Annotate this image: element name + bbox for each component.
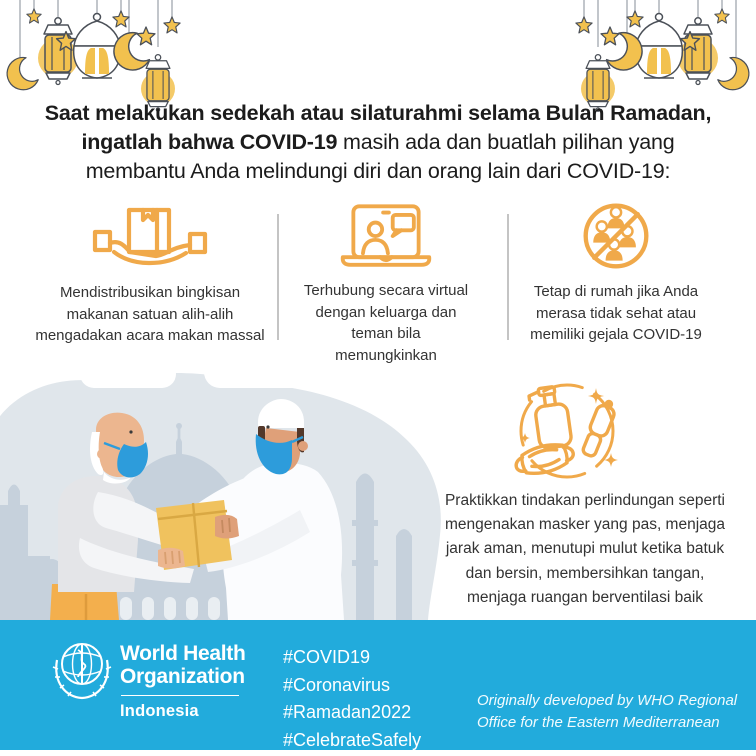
heading: Saat melakukan sedekah atau silaturahmi … (0, 99, 756, 186)
tip-stay-home: Tetap di rumah jika Anda merasa tidak se… (500, 200, 732, 346)
tip2-line2: dengan keluarga dan (315, 303, 457, 321)
mosque-windows (120, 597, 293, 620)
who-org-line2: Organization (120, 664, 245, 688)
tip1-line3: mengadakan acara makan massal (35, 327, 265, 344)
heading-line2-rest: masih ada dan buatlah pilihan yang (337, 130, 675, 154)
credit-line2: Office for the Eastern Mediterranean (477, 714, 720, 731)
tip3-line3: memiliki gejala COVID-19 (530, 326, 702, 343)
who-org-line1: World Health (120, 642, 246, 665)
sparkle-accents (520, 388, 618, 467)
tip4-line3: jarak aman, menutupi mulut ketika batuk (445, 540, 725, 558)
ramadan-lanterns-decoration-right (575, 0, 754, 112)
protection-items-icon (514, 383, 618, 479)
parcel-box (156, 500, 239, 570)
footer-bar: World Health Organization Indonesia #COV… (0, 620, 756, 750)
tip4-line1: Praktikkan tindakan perlindungan seperti (444, 492, 726, 509)
tip-food-parcel-text: Mendistribusikan bingkisan makanan satua… (24, 282, 276, 347)
no-gathering-icon (583, 203, 649, 269)
hashtag-covid19: #COVID19 (283, 647, 371, 667)
hashtag-celebratesafely: #CelebrateSafely (283, 729, 422, 750)
tip-virtual-call: Terhubung secara virtual dengan keluarga… (280, 203, 492, 366)
who-emblem-icon (52, 643, 112, 700)
hashtag-coronavirus: #Coronavirus (283, 674, 391, 695)
column-divider-2 (507, 214, 509, 340)
ramadan-lanterns-decoration-left (2, 0, 181, 112)
column-divider-1 (277, 214, 279, 340)
tip1-line1: Mendistribusikan bingkisan (59, 284, 241, 301)
tip4-line5: menjaga ruangan berventilasi baik (466, 588, 704, 606)
tip-virtual-call-text: Terhubung secara virtual dengan keluarga… (280, 280, 492, 366)
tip2-line3: teman bila (351, 325, 421, 342)
virtual-call-laptop-icon (340, 204, 432, 267)
tip2-line4: memungkinkan (335, 346, 437, 364)
tip2-line1: Terhubung secara virtual (303, 282, 469, 299)
parcel-exchange-illustration (0, 370, 441, 620)
heading-line2-bold: ingatlah bahwa COVID-19 (81, 130, 338, 154)
food-parcel-hands-icon (92, 207, 208, 266)
tip-protection-text: Praktikkan tindakan perlindungan seperti… (413, 489, 756, 610)
heading-line1: Saat melakukan sedekah atau silaturahmi … (44, 101, 712, 125)
credit-line1: Originally developed by WHO Regional (477, 692, 738, 709)
tip1-line2: makanan satuan alih-alih (66, 305, 234, 323)
credit-note: Originally developed by WHO Regional Off… (477, 690, 737, 734)
tip-food-parcel: Mendistribusikan bingkisan makanan satua… (24, 207, 276, 347)
tip3-line1: Tetap di rumah jika Anda (533, 283, 699, 300)
tip-stay-home-text: Tetap di rumah jika Anda merasa tidak se… (500, 281, 732, 346)
hashtag-list: #COVID19 #Coronavirus #Ramadan2022 #Cele… (283, 644, 421, 754)
who-divider-line (121, 695, 239, 696)
who-wordmark: World Health Organization Indonesia (120, 642, 246, 721)
tip4-line4: dan bersin, membersihkan tangan, (465, 564, 705, 582)
hashtag-ramadan2022: #Ramadan2022 (283, 702, 412, 722)
who-country: Indonesia (120, 702, 199, 720)
tip3-line2: merasa tidak sehat atau (535, 304, 697, 322)
heading-line3: membantu Anda melindungi diri dan orang … (85, 159, 671, 183)
tip4-line2: mengenakan masker yang pas, menjaga (444, 516, 726, 534)
